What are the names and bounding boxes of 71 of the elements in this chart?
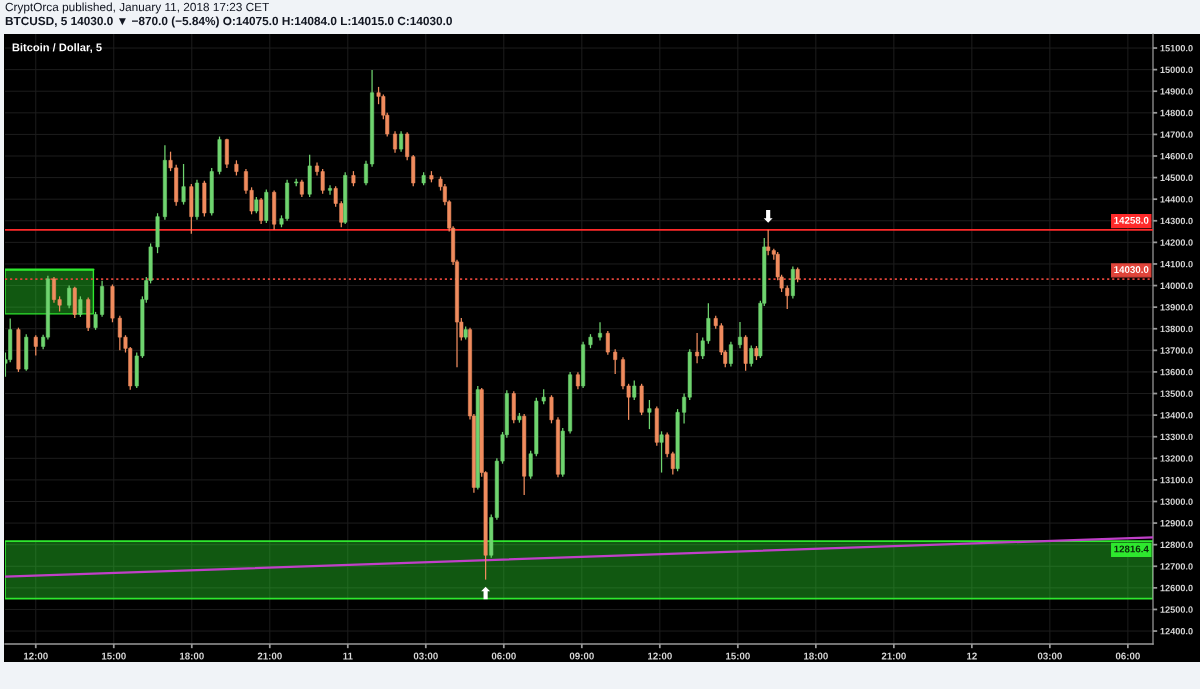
y-tick-label: 14500.0 (1160, 174, 1193, 181)
y-tick-label: 14200.0 (1160, 239, 1193, 246)
y-tick-label: 13800.0 (1160, 325, 1193, 333)
candlestick (67, 284, 72, 309)
y-tick-label: 12400.0 (1160, 627, 1193, 635)
y-tick-label: 12800.0 (1160, 541, 1193, 549)
candlestick (399, 130, 404, 153)
x-tick-label: 09:00 (569, 652, 594, 660)
x-tick-label: 18:00 (804, 652, 828, 660)
candlestick (632, 379, 637, 401)
candlestick (647, 399, 652, 430)
x-tick-label: 06:00 (491, 652, 516, 660)
y-tick-label: 14600.0 (1160, 152, 1193, 160)
y-tick-label: 13600.0 (1160, 368, 1193, 376)
x-tick-label: 03:00 (1037, 652, 1062, 660)
y-tick-label: 13900.0 (1160, 304, 1193, 311)
x-tick-label: 06:00 (1115, 652, 1140, 660)
x-tick-label: 15:00 (101, 652, 126, 660)
x-tick-label: 03:00 (413, 652, 438, 660)
y-tick-label: 13100.0 (1160, 476, 1193, 484)
y-tick-label: 14700.0 (1160, 131, 1193, 138)
y-tick-label: 12900.0 (1160, 520, 1193, 527)
y-tick-label: 15100.0 (1160, 44, 1193, 52)
y-tick-label: 13400.0 (1160, 412, 1193, 419)
chart-subtitle: BTCUSD, 5 14030.0 ▼ −870.0 (−5.84%) O:14075.0 H:14084.0 L:14015.0 C:14030.0 (5, 16, 452, 28)
x-tick-label: 18:00 (179, 652, 204, 660)
candlestick (749, 344, 754, 368)
y-tick-label: 15000.0 (1160, 66, 1193, 74)
y-tick-label: 13000.0 (1160, 498, 1193, 505)
x-tick-label: 12 (967, 652, 977, 660)
y-tick-label: 13200.0 (1160, 455, 1193, 462)
candlestick (598, 321, 602, 342)
x-tick-label: 21:00 (881, 652, 906, 660)
band-label: 12816.4 (1114, 545, 1149, 553)
candlestick (728, 341, 733, 368)
text: CryptOrca published, January 11, 2018 17:23 CET (5, 2, 269, 14)
candlestick (33, 334, 38, 357)
candlestick (181, 163, 186, 206)
x-tick-label: 12:00 (23, 652, 48, 660)
y-tick-label: 12700.0 (1160, 563, 1193, 570)
y-tick-label: 14900.0 (1160, 88, 1193, 95)
y-tick-label: 14300.0 (1160, 217, 1193, 225)
y-tick-label: 14400.0 (1160, 196, 1193, 203)
y-tick-label: 12600.0 (1160, 584, 1193, 592)
x-tick-label: 21:00 (257, 652, 282, 660)
candlestick (549, 394, 554, 424)
text: Bitcoin / Dollar, 5 (12, 43, 102, 53)
y-tick-label: 12500.0 (1160, 606, 1193, 613)
candlestick (259, 197, 264, 225)
x-tick-label: 12:00 (648, 652, 672, 660)
y-tick-label: 14000.0 (1160, 282, 1193, 289)
candlestick (605, 330, 610, 356)
candlestick (328, 184, 332, 196)
candlestick (78, 295, 83, 318)
annotation: ⬆ (481, 586, 491, 600)
y-tick-label: 13300.0 (1160, 433, 1193, 441)
x-tick-label: 11 (343, 652, 353, 660)
annotation: ⬇ (763, 210, 773, 223)
candlestick (659, 430, 664, 474)
ref-line-label: 14030.0 (1114, 266, 1149, 274)
candlestick (695, 332, 700, 364)
x-tick-label: 15:00 (726, 652, 750, 660)
candlestick (364, 160, 368, 186)
candlestick (613, 348, 618, 375)
y-tick-label: 14100.0 (1160, 260, 1193, 268)
candlestick (738, 321, 742, 349)
y-tick-label: 14800.0 (1160, 109, 1193, 117)
y-tick-label: 13700.0 (1160, 347, 1193, 354)
ref-line-label: 14258.0 (1114, 216, 1149, 224)
candlestick (393, 130, 397, 154)
y-tick-label: 13500.0 (1160, 390, 1193, 397)
